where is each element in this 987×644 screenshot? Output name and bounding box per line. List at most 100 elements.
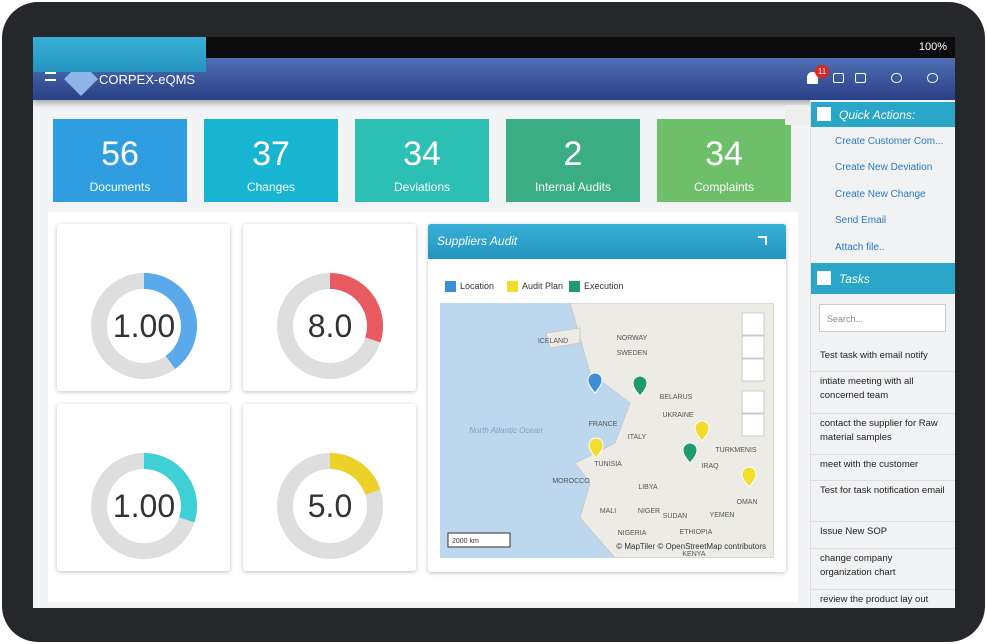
task-item[interactable]: review the product lay out [820, 594, 929, 605]
land [569, 303, 774, 558]
task-item[interactable]: Test for task notification email [820, 485, 945, 496]
map-marker [682, 442, 698, 464]
gauge: 1.00 [91, 453, 197, 559]
bell[interactable] [807, 72, 818, 84]
gauge-value: 5.0 [308, 488, 352, 524]
map-label: North Atlantic Ocean [469, 426, 543, 435]
stat-tile[interactable]: 34 Deviations [355, 119, 489, 202]
map-label: ETHIOPIA [680, 529, 713, 536]
map-label: BELARUS [660, 394, 693, 401]
map-marker [694, 420, 710, 442]
task-item[interactable]: Test task with email notify [820, 350, 928, 361]
quick-action[interactable]: Create New Deviation [835, 162, 933, 174]
map-label: YEMEN [710, 512, 735, 519]
map-marker [588, 437, 604, 459]
gauge-value: 1.00 [113, 308, 175, 344]
brand: CORPEX-eQMS [99, 72, 196, 87]
legend-label: Audit Plan [522, 281, 564, 291]
task-item[interactable]: change company organization chart [820, 553, 896, 578]
map-label: NORWAY [617, 335, 648, 342]
map-label: ICELAND [538, 338, 568, 345]
map-label: MOROCCO [552, 478, 590, 485]
map-label: MALI [600, 508, 616, 515]
map-attribution: © MapTiler © OpenStreetMap contributors [616, 542, 766, 551]
map-control [741, 335, 765, 359]
task-row-border [811, 480, 955, 481]
expand-icon[interactable] [758, 236, 767, 245]
stat-label: Deviations [393, 180, 451, 194]
side-panel [810, 100, 955, 608]
task-item[interactable]: Issue New SOP [820, 526, 888, 537]
map-control [741, 312, 765, 336]
status-bar [33, 37, 955, 58]
map-label: TURKMENIS [715, 447, 757, 454]
tasks-header [811, 263, 955, 294]
stat-tile[interactable]: 37 Changes [204, 119, 338, 202]
map[interactable]: ICELANDNORWAYSWEDENBELARUSUKRAINEKAZAFRA… [440, 303, 774, 558]
map-label: TUNISIA [594, 461, 622, 468]
map-marker [741, 466, 757, 488]
scale-bar [447, 532, 511, 548]
gauge-value: 8.0 [308, 308, 352, 344]
gauge-card: Complains In-Progress 5.0 [243, 404, 416, 571]
chat-icon[interactable] [855, 73, 866, 83]
menu-button[interactable] [45, 72, 56, 81]
map-label: LIBYA [638, 484, 658, 491]
stat-label: Internal Audits [534, 180, 612, 194]
legend-box[interactable] [569, 281, 580, 292]
user-icon[interactable] [927, 73, 938, 83]
map-label: ITALY [628, 434, 647, 441]
donut-arc [143, 453, 197, 523]
map-label: OMAN [737, 499, 758, 506]
status-battery: 100% [918, 41, 947, 53]
task-row-border [811, 454, 955, 455]
gauge: 1.00 [91, 273, 197, 379]
gauge-title: Supplier Audit Execution [252, 234, 383, 248]
collapse-button[interactable] [785, 105, 809, 125]
gauge-value: 1.00 [113, 488, 175, 524]
stat-tile[interactable]: 56 Documents [53, 119, 187, 202]
task-row-border [811, 413, 955, 414]
mail-icon[interactable] [833, 73, 844, 83]
gauge-card: Opened Deviations 1.00 [57, 224, 230, 391]
gauge: 8.0 [277, 273, 383, 379]
map-scale: 2000 km [452, 538, 479, 545]
qa-title: Quick Actions: [839, 108, 916, 122]
map-label: KENYA [682, 551, 706, 558]
stat-value: 34 [403, 135, 441, 173]
task-item[interactable]: contact the supplier for Raw material sa… [820, 418, 938, 443]
task-item[interactable]: meet with the customer [820, 459, 919, 470]
stat-value: 56 [101, 135, 139, 173]
donut-arc [143, 273, 197, 369]
map-title: Suppliers Audit [437, 234, 518, 248]
quick-action[interactable]: Create Customer Com... [835, 136, 944, 147]
stat-label: Documents [89, 180, 151, 194]
qa-toggle[interactable] [817, 107, 831, 121]
quick-action[interactable]: Send Email [835, 215, 887, 227]
quick-action[interactable]: Attach file.. [835, 241, 885, 253]
legend-box[interactable] [507, 281, 518, 292]
stat-tile[interactable]: 34 Complaints [657, 119, 791, 202]
map-marker [632, 375, 648, 397]
tasks-toggle[interactable] [817, 271, 831, 285]
stat-tile[interactable]: 2 Internal Audits [506, 119, 640, 202]
donut-arc [329, 273, 383, 343]
land [545, 327, 581, 349]
task-search[interactable]: Search... [819, 304, 946, 332]
task-row-border [811, 548, 955, 549]
stat-label: Complaints [693, 180, 755, 194]
task-item[interactable]: intiate meeting with all concerned team [820, 376, 914, 401]
quick-action[interactable]: Create New Change [835, 188, 926, 200]
map-label: NIGER [638, 508, 660, 515]
help-icon[interactable] [891, 73, 902, 83]
qa-header [811, 102, 955, 127]
map-label: NIGERIA [618, 530, 647, 537]
legend-box[interactable] [445, 281, 456, 292]
stat-value: 34 [705, 135, 743, 173]
task-row-border [811, 589, 955, 590]
tasks-title: Tasks [839, 272, 870, 286]
map-label: SUDAN [663, 513, 688, 520]
map-label: IRAQ [701, 463, 719, 470]
map-control [741, 358, 765, 382]
